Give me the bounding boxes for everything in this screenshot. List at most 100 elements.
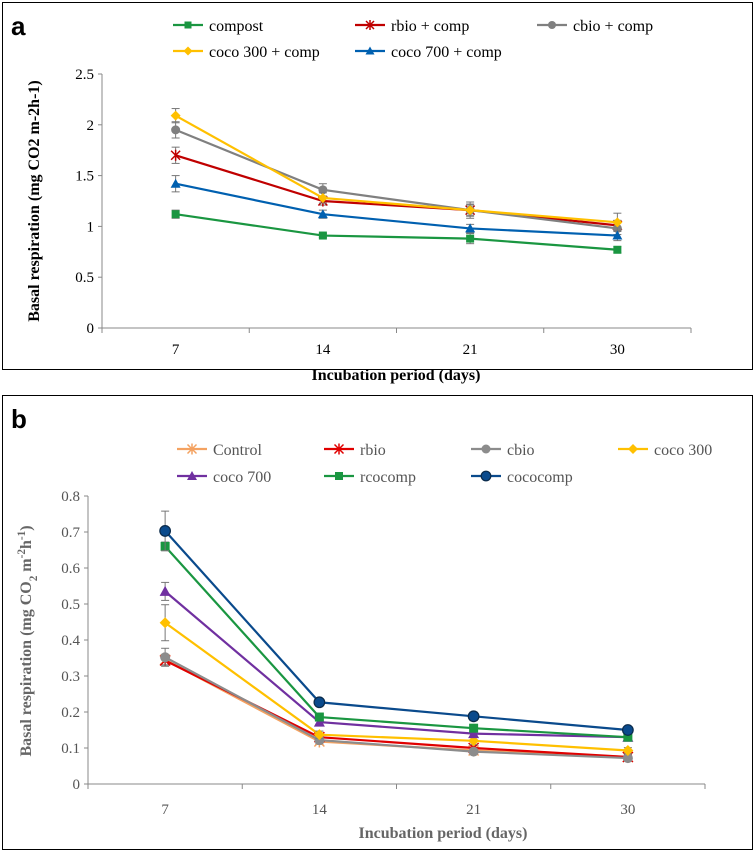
legend-label: cococomp xyxy=(507,469,573,486)
series-coco-700-comp xyxy=(170,175,623,242)
data-point-coco-300-comp xyxy=(612,217,623,228)
panel-label-a: a xyxy=(11,11,26,41)
data-point-coco-700 xyxy=(468,728,480,739)
y-axis-title-sup: -2 xyxy=(16,549,28,559)
data-point-coco-700 xyxy=(313,716,325,727)
data-point-rcocomp xyxy=(623,732,633,742)
legend-item-control: Control xyxy=(177,442,262,459)
x-tick-label: 21 xyxy=(463,342,478,358)
x-axis-title: Incubation period (days) xyxy=(359,825,528,842)
x-tick-label: 30 xyxy=(620,802,635,818)
x-axis-title: Incubation period (days) xyxy=(312,367,481,384)
series-line-rbio-comp xyxy=(175,154,618,227)
data-point-rbio-comp xyxy=(170,149,181,161)
y-tick-label: 0.5 xyxy=(75,270,94,286)
data-point-cbio-comp xyxy=(318,185,328,195)
y-tick-label: 0.2 xyxy=(61,705,80,721)
y-tick-label: 0.1 xyxy=(61,741,80,757)
series-rcocomp xyxy=(160,541,633,742)
legend-item-rbio-comp: rbio + comp xyxy=(355,18,469,35)
data-point-coco-300 xyxy=(622,745,634,757)
legend-label: compost xyxy=(209,18,264,35)
y-axis-title-part: m xyxy=(18,558,35,576)
legend-marker xyxy=(335,472,343,480)
x-tick-label: 14 xyxy=(315,342,331,358)
legend-marker xyxy=(187,471,197,480)
y-tick-label: 0 xyxy=(73,777,81,793)
legend-item-coco-300: coco 300 xyxy=(618,442,712,459)
legend: compost rbio + comp cbio + comp coco 300 + … xyxy=(173,18,653,61)
x-tick-label: 21 xyxy=(466,802,481,818)
legend-item-coco-700-comp: coco 700 + comp xyxy=(355,44,502,61)
legend-marker xyxy=(186,443,198,455)
legend-label: rcocomp xyxy=(360,469,416,486)
series-coco-700 xyxy=(159,581,634,742)
chart-panel-a: a 0 0.5 1 1.5 2 2.5 7 14 21 30 Incubation period (… xyxy=(2,2,753,384)
series-coco-300-comp xyxy=(170,108,623,232)
series-line-cbio xyxy=(164,656,628,760)
y-tick-label: 2.5 xyxy=(75,67,94,83)
y-axis-title-sub: 2 xyxy=(28,575,40,581)
legend-label: coco 300 + comp xyxy=(209,44,320,61)
y-axis-title-sup: -1 xyxy=(16,530,28,540)
series-line-coco-300 xyxy=(164,621,628,752)
series-line-compost xyxy=(175,213,618,251)
chart-a-svg: 0 0.5 1 1.5 2 2.5 7 14 21 30 Incubation period (da… xyxy=(26,18,692,384)
series-line-cococomp xyxy=(164,530,628,732)
data-point-coco-300-comp xyxy=(170,110,181,121)
y-axis-title: Basal respiration (mg CO2 m-2h-1) xyxy=(26,80,43,321)
y-tick-label: 1.5 xyxy=(75,169,94,185)
y-tick-label: 0 xyxy=(87,321,95,337)
data-point-compost xyxy=(466,234,475,243)
x-tick-label: 7 xyxy=(161,802,169,818)
data-point-compost xyxy=(318,231,327,240)
x-tick-label: 7 xyxy=(172,342,180,358)
data-point-coco-300-comp xyxy=(465,205,476,216)
y-tick-label: 0.5 xyxy=(61,597,80,613)
y-tick-label: 0.6 xyxy=(61,561,80,577)
legend-label: coco 700 xyxy=(213,469,271,486)
series-line-rcocomp xyxy=(164,545,628,739)
legend-marker xyxy=(481,444,491,454)
x-tick-label: 14 xyxy=(312,802,328,818)
data-point-cbio xyxy=(622,753,633,764)
chart-b-svg: 0 0.1 0.2 0.3 0.4 0.5 0.6 0.7 0.8 7 14 21 30 Incubati… xyxy=(16,442,712,842)
series-rbio-comp xyxy=(170,146,623,231)
data-point-coco-700-comp xyxy=(317,209,328,219)
legend-label: coco 300 xyxy=(654,442,712,459)
series-compost xyxy=(171,209,622,254)
y-tick-label: 0.3 xyxy=(61,669,80,685)
data-point-cococomp xyxy=(159,525,172,537)
legend-item-cococomp: cococomp xyxy=(471,469,573,486)
y-axis-title: Basal respiration (mg CO2 m-2h-1) xyxy=(16,525,40,756)
data-point-coco-700-comp xyxy=(612,230,623,240)
y-tick-label: 0.8 xyxy=(61,489,80,505)
legend-item-coco-300-comp: coco 300 + comp xyxy=(173,44,320,61)
series-line-coco-700-comp xyxy=(175,182,618,237)
data-point-coco-700 xyxy=(159,585,171,596)
data-point-coco-700-comp xyxy=(170,178,181,188)
legend-label: coco 700 + comp xyxy=(391,44,502,61)
series-line-cbio-comp xyxy=(175,128,618,230)
chart-panel-b: b 0 0.1 0.2 0.3 0.4 0.5 0.6 0.7 0.8 7 14 21 30 Incuba… xyxy=(2,395,753,850)
y-tick-label: 2 xyxy=(87,118,95,134)
data-point-cococomp xyxy=(313,696,326,709)
data-point-cococomp xyxy=(621,724,634,736)
legend-label: cbio xyxy=(507,442,535,459)
y-axis-title-part: ) xyxy=(18,525,35,530)
legend-item-cbio-comp: cbio + comp xyxy=(537,18,653,35)
y-tick-label: 1 xyxy=(87,219,95,235)
series-line-coco-300-comp xyxy=(175,114,618,224)
legend-marker xyxy=(333,443,345,455)
data-point-coco-300-comp xyxy=(317,192,328,203)
y-tick-label: 0.4 xyxy=(61,633,80,649)
data-point-cbio xyxy=(160,652,171,663)
data-point-coco-300 xyxy=(159,617,171,629)
data-point-cbio xyxy=(468,746,479,757)
legend-marker xyxy=(628,444,638,454)
legend-label: rbio xyxy=(360,442,386,459)
legend-label: cbio + comp xyxy=(573,18,653,35)
y-tick-label: 0.7 xyxy=(61,525,80,541)
legend-label: Control xyxy=(213,442,262,459)
legend-item-cbio: cbio xyxy=(471,442,535,459)
